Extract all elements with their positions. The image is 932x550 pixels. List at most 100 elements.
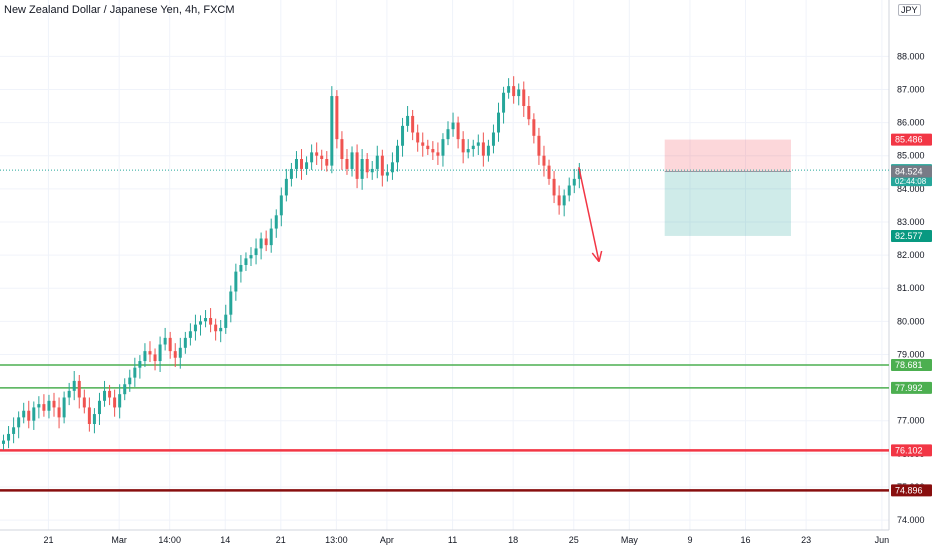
candle-body — [375, 155, 379, 169]
candle-body — [229, 291, 233, 315]
x-tick-label: Apr — [380, 535, 394, 545]
candle-body — [198, 321, 202, 325]
x-tick-label: 18 — [508, 535, 518, 545]
candle-body — [128, 377, 132, 385]
x-tick-label: 14:00 — [158, 535, 181, 545]
candle-body — [421, 142, 425, 146]
candle-body — [310, 152, 314, 163]
candle-body — [340, 139, 344, 159]
entry-price-tag: 84.524 — [895, 166, 923, 176]
y-tick-label: 79.000 — [897, 349, 925, 359]
candle-body — [178, 347, 182, 358]
candle-body — [370, 168, 374, 173]
candle-body — [244, 258, 248, 265]
candle-body — [355, 152, 359, 179]
target-price-tag-bg — [891, 229, 932, 242]
candle-body — [158, 344, 162, 362]
candle-body — [209, 318, 213, 325]
x-tick-label: 16 — [741, 535, 751, 545]
candle-body — [274, 215, 278, 229]
candle-body — [239, 265, 243, 272]
x-tick-label: Mar — [111, 535, 127, 545]
down-arrow-head — [598, 250, 603, 262]
candle-body — [385, 172, 389, 176]
stop-price-tag: 85.486 — [895, 135, 923, 145]
candle-body — [153, 354, 157, 362]
candle-body — [7, 433, 11, 441]
candle-body — [103, 390, 107, 401]
candle-body — [143, 351, 147, 362]
candle-body — [461, 139, 465, 153]
candle-body — [466, 149, 470, 153]
candle-body — [502, 92, 506, 113]
candle-body — [517, 89, 521, 97]
candle-body — [537, 135, 541, 156]
y-tick-label: 74.000 — [897, 515, 925, 525]
candle-body — [269, 228, 273, 246]
target-price-tag: 82.577 — [895, 231, 923, 241]
candle-body — [204, 318, 208, 322]
candle-body — [254, 248, 258, 256]
candle-body — [532, 119, 536, 136]
y-tick-label: 81.000 — [897, 283, 925, 293]
candle-body — [193, 324, 197, 332]
level-price-tag: 77.992 — [895, 383, 923, 393]
candle-body — [345, 159, 349, 169]
candle-body — [325, 159, 329, 166]
candle-body — [168, 337, 172, 352]
level-price-tag-bg — [891, 381, 932, 394]
candle-body — [562, 195, 566, 206]
candle-body — [113, 397, 117, 408]
candle-body — [451, 122, 455, 130]
candle-body — [315, 152, 319, 156]
candle-body — [431, 149, 435, 153]
y-tick-label: 85.000 — [897, 151, 925, 161]
candle-body — [497, 112, 501, 133]
candle-body — [335, 96, 339, 140]
candle-body — [138, 361, 142, 368]
candle-body — [426, 145, 430, 150]
candle-body — [456, 122, 460, 140]
candle-body — [87, 407, 91, 424]
candle-body — [57, 407, 61, 418]
candle-body — [572, 178, 576, 186]
x-tick-label: Jun — [875, 535, 890, 545]
candle-body — [118, 394, 122, 408]
down-arrow-shaft — [578, 167, 600, 262]
candle-body — [320, 155, 324, 159]
candle-body — [390, 162, 394, 173]
candle-body — [446, 129, 450, 140]
candle-body — [486, 145, 490, 156]
candle-body — [542, 155, 546, 166]
candle-body — [67, 390, 71, 398]
x-tick-label: 13:00 — [325, 535, 348, 545]
candle-body — [163, 337, 167, 345]
candle-body — [380, 155, 384, 176]
x-tick-label: May — [621, 535, 639, 545]
candle-body — [62, 397, 66, 418]
candle-body — [512, 86, 516, 97]
candle-body — [507, 86, 511, 93]
entry-price-tag-bg — [891, 165, 932, 178]
candle-body — [279, 195, 283, 216]
candle-body — [188, 331, 192, 338]
y-tick-label: 88.000 — [897, 51, 925, 61]
currency-badge[interactable]: JPY — [898, 4, 921, 16]
y-tick-label: 77.000 — [897, 416, 925, 426]
level-price-tag: 76.102 — [895, 445, 923, 455]
candle-body — [305, 162, 309, 169]
candle-body — [47, 400, 51, 411]
candle-body — [436, 152, 440, 156]
candle-body — [133, 367, 137, 378]
candle-body — [395, 145, 399, 163]
x-tick-label: 11 — [448, 535, 457, 545]
candle-body — [259, 238, 263, 249]
candle-body — [360, 159, 364, 179]
candle-body — [92, 414, 96, 424]
candle-body — [401, 125, 405, 146]
level-price-tag-bg — [891, 444, 932, 457]
y-tick-label: 84.000 — [897, 184, 925, 194]
x-tick-label: 23 — [801, 535, 811, 545]
candle-body — [123, 384, 127, 395]
